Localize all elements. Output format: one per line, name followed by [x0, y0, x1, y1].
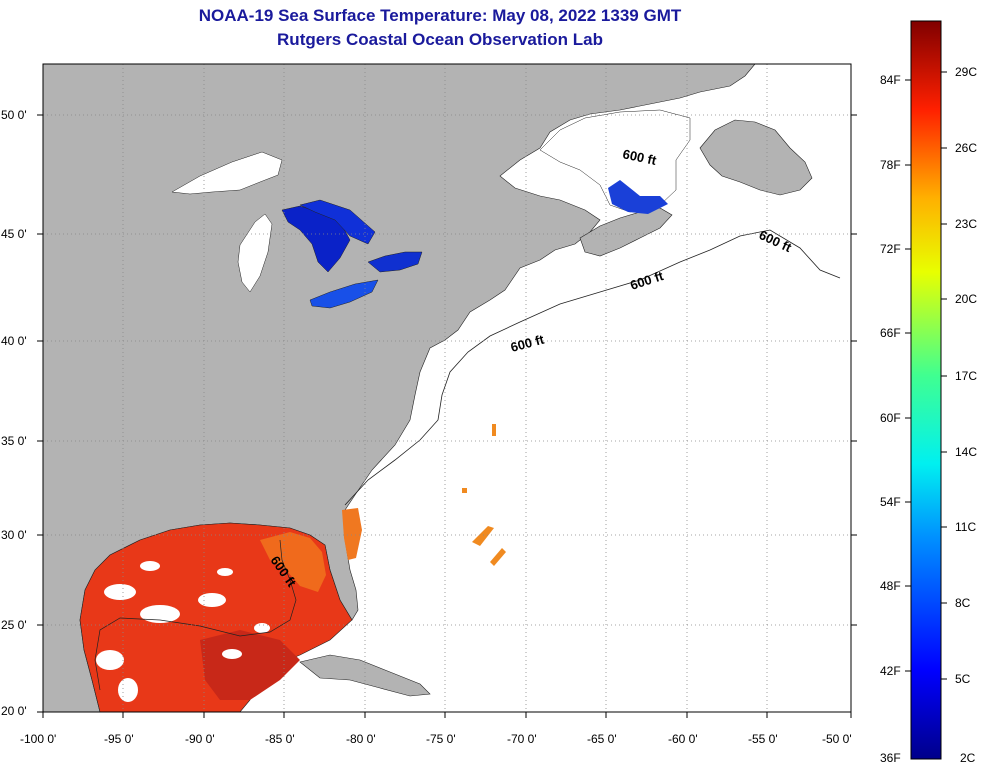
colorbar-f-label: 72F	[880, 242, 901, 256]
isobath-600ft	[344, 229, 841, 506]
map-frame	[42, 63, 852, 713]
atlantic-sst-patches	[462, 424, 506, 566]
colorbar-f-label: 42F	[880, 664, 901, 678]
florida-coast-sst	[342, 508, 362, 560]
lake-michigan	[237, 213, 273, 293]
lon-label: -55 0'	[748, 732, 778, 746]
map-subtitle: Rutgers Coastal Ocean Observation Lab	[277, 30, 603, 49]
lat-label: 20 0'	[1, 704, 27, 718]
colorbar-ticks	[905, 71, 947, 680]
lon-label: -95 0'	[104, 732, 134, 746]
contour-label: 600 ft	[621, 146, 658, 168]
newfoundland-land	[699, 119, 813, 196]
lake-erie	[309, 279, 379, 309]
lon-label: -60 0'	[668, 732, 698, 746]
lon-label: -80 0'	[346, 732, 376, 746]
lon-label: -50 0'	[822, 732, 852, 746]
lon-label: -100 0'	[20, 732, 57, 746]
lake-ontario	[367, 251, 423, 273]
colorbar-f-label: 36F	[880, 751, 901, 765]
colorbar-c-label: 20C	[955, 292, 978, 306]
colorbar-c-label: 17C	[955, 369, 978, 383]
lat-label: 50 0'	[1, 108, 27, 122]
colorbar-c-label: 26C	[955, 141, 978, 155]
colorbar-f-label: 48F	[880, 579, 901, 593]
colorbar	[910, 20, 942, 760]
gulf-st-lawrence	[539, 109, 691, 213]
cloud-gaps	[96, 561, 270, 702]
colorbar-f-label: 66F	[880, 326, 901, 340]
cuba-land	[299, 654, 431, 697]
colorbar-c-label: 2C	[960, 751, 976, 765]
colorbar-c-label: 23C	[955, 217, 978, 231]
axis-ticks	[37, 114, 857, 718]
graticule	[43, 64, 851, 712]
lat-label: 30 0'	[1, 528, 27, 542]
georgian-bay	[299, 199, 376, 245]
lat-label: 45 0'	[1, 227, 27, 241]
lon-label: -75 0'	[426, 732, 456, 746]
lon-label: -70 0'	[507, 732, 537, 746]
colorbar-f-label: 54F	[880, 495, 901, 509]
gulf-st-lawrence-sst	[608, 180, 668, 214]
map-title: NOAA-19 Sea Surface Temperature: May 08,…	[198, 6, 682, 25]
colorbar-c-label: 29C	[955, 65, 978, 79]
gulf-dark-region	[200, 630, 300, 700]
lon-label: -90 0'	[185, 732, 215, 746]
lat-label: 35 0'	[1, 434, 27, 448]
colorbar-c-label: 14C	[955, 445, 978, 459]
gulf-warm-band	[260, 532, 326, 592]
lat-label: 25 0'	[1, 618, 27, 632]
nova-scotia-land	[579, 207, 673, 257]
isobath-600ft-gulf	[94, 539, 297, 691]
colorbar-f-label: 78F	[880, 158, 901, 172]
colorbar-f-label: 84F	[880, 73, 901, 87]
lake-superior	[171, 151, 283, 195]
lat-label: 40 0'	[1, 334, 27, 348]
colorbar-c-label: 8C	[955, 596, 971, 610]
lon-label: -65 0'	[587, 732, 617, 746]
colorbar-c-label: 5C	[955, 672, 971, 686]
colorbar-f-label: 60F	[880, 411, 901, 425]
colorbar-c-label: 11C	[955, 520, 977, 534]
lon-label: -85 0'	[265, 732, 295, 746]
